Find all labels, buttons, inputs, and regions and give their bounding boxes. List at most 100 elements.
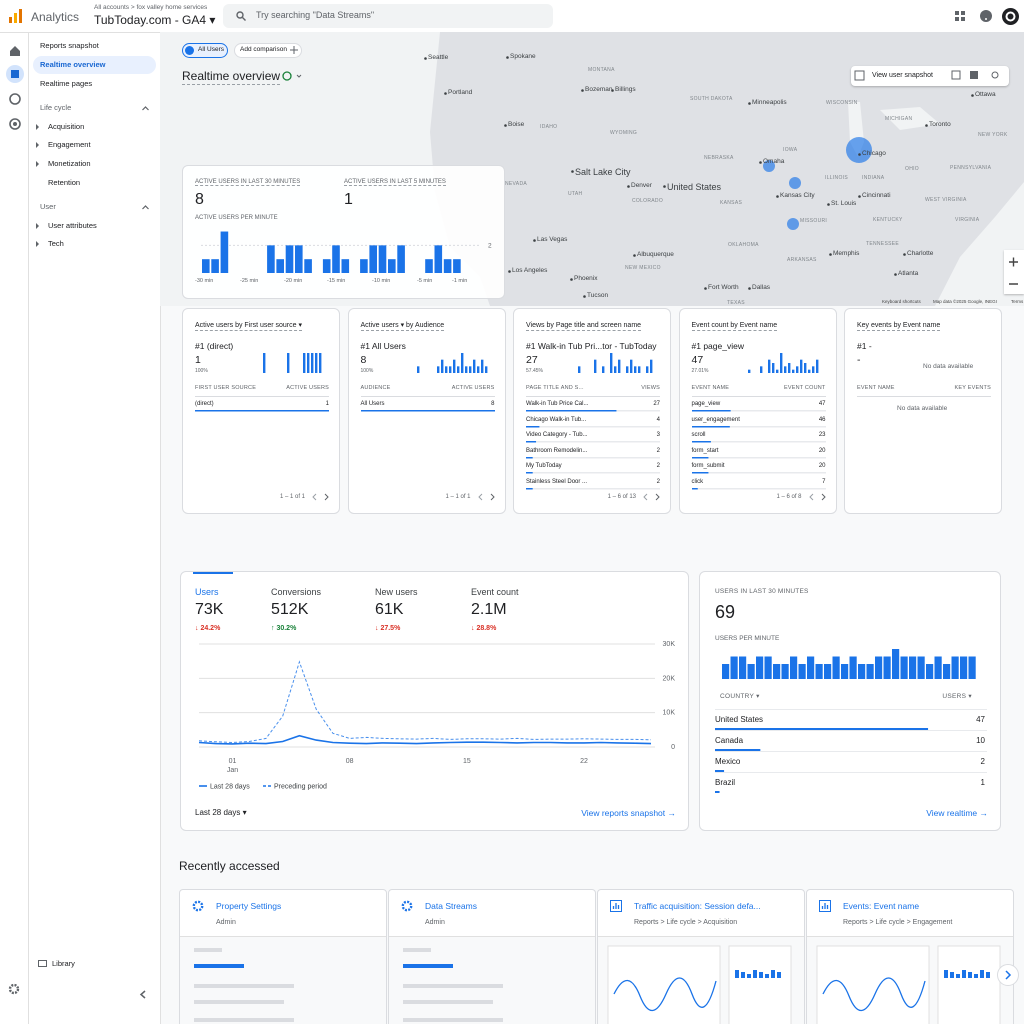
bar: [425, 259, 433, 273]
tab-name[interactable]: Conversions: [271, 587, 322, 597]
row-label: Bathroom Remodelin...: [526, 447, 588, 454]
recent-title[interactable]: Property Settings: [216, 901, 282, 911]
city-dot: [894, 273, 897, 276]
thumb: [728, 945, 792, 1024]
nav-active-highlight: [33, 56, 156, 74]
collapse-icon[interactable]: [139, 990, 147, 999]
column-header[interactable]: USERS ▾: [942, 693, 972, 700]
date-range[interactable]: Last 28 days ▾: [195, 808, 247, 817]
card-title[interactable]: Event count by Event name: [691, 322, 778, 331]
dot: [748, 287, 751, 290]
search-box[interactable]: [223, 4, 553, 28]
row-bar-fill: [715, 749, 761, 751]
card-title[interactable]: Key events by Event name: [857, 322, 941, 331]
bar: [900, 656, 908, 679]
city-dot: [570, 278, 573, 281]
row-bar: [526, 456, 660, 458]
row-label: (direct): [195, 401, 214, 407]
recent-title[interactable]: Events: Event name: [843, 901, 920, 911]
card-title[interactable]: Active users ▾ by Audience: [360, 322, 445, 331]
nav-section[interactable]: Life cycle: [40, 103, 72, 112]
nav-item[interactable]: Realtime overview: [40, 60, 106, 69]
bar: [892, 649, 900, 679]
x-tick-label: 08: [346, 758, 354, 765]
card-title[interactable]: Views by Page title and screen name: [526, 322, 642, 331]
row-label: All Users: [360, 401, 385, 407]
dot: [858, 195, 861, 198]
column-header: EVENT COUNT: [783, 385, 826, 391]
apps-icon[interactable]: [955, 11, 966, 22]
row-bar: [715, 770, 725, 772]
row-bar: [526, 410, 660, 412]
settings-icon[interactable]: [8, 983, 20, 995]
nav-library[interactable]: Library: [52, 959, 75, 968]
nav-item[interactable]: Reports snapshot: [40, 41, 99, 50]
sparkline: [578, 353, 653, 373]
map-controls: [854, 70, 999, 81]
rail-icons[interactable]: [6, 42, 24, 134]
map-region-label: PENNSYLVANIA: [950, 165, 992, 171]
card-title[interactable]: Active users by First user source ▾: [195, 322, 302, 331]
row-value: 2: [656, 447, 660, 454]
bar: [276, 259, 284, 273]
card-value: 69: [715, 602, 736, 622]
tab-name[interactable]: New users: [375, 587, 418, 597]
thumb-line: [613, 977, 717, 1012]
tab-name[interactable]: Users: [195, 587, 219, 597]
nav-section[interactable]: User: [40, 202, 56, 211]
bar: [388, 259, 396, 273]
help-icon[interactable]: [980, 10, 992, 22]
property-selector[interactable]: TubToday.com - GA4 ▾: [94, 13, 216, 27]
account-avatar[interactable]: [1002, 8, 1019, 25]
recent-title[interactable]: Data Streams: [425, 901, 477, 911]
nav-item[interactable]: Realtime pages: [40, 79, 93, 88]
view-user-snapshot[interactable]: View user snapshot: [872, 72, 933, 79]
bars: [612, 903, 620, 909]
nav-item[interactable]: User attributes: [48, 221, 97, 230]
nav-collapse-chevron: [142, 205, 149, 210]
nav-item[interactable]: Retention: [48, 178, 81, 187]
next-button[interactable]: [997, 964, 1019, 986]
row-bar-fill: [195, 410, 329, 412]
nav-item[interactable]: Monetization: [48, 159, 91, 168]
bar: [341, 259, 350, 273]
recent-title[interactable]: Traffic acquisition: Session defa...: [634, 901, 761, 911]
nav-item[interactable]: Acquisition: [48, 122, 85, 131]
column-header[interactable]: COUNTRY ▾: [720, 693, 760, 700]
view-reports-link[interactable]: View reports snapshot →: [581, 808, 676, 818]
metric-label: ACTIVE USERS IN LAST 30 MINUTES: [195, 179, 301, 186]
spark-bar: [771, 363, 774, 373]
page-title[interactable]: Realtime overview: [182, 69, 281, 85]
row-bar-fill: [691, 456, 708, 458]
map-region-label: IDAHO: [540, 124, 558, 130]
map-city-label: Boise: [508, 121, 525, 128]
view-realtime-link[interactable]: View realtime →: [926, 808, 988, 818]
y-tick-label: 20K: [663, 675, 676, 682]
row-value: 2: [656, 463, 660, 469]
bar: [220, 231, 229, 273]
bar: [295, 245, 303, 273]
tab-name[interactable]: Event count: [471, 587, 519, 597]
preview: [403, 948, 503, 1022]
breadcrumb[interactable]: All accounts > fox valley home services: [94, 4, 208, 11]
plus-icon: [290, 46, 298, 54]
row-bar-track: [526, 456, 660, 458]
chip-label[interactable]: All Users: [198, 46, 225, 53]
nav-item[interactable]: Tech: [48, 239, 64, 248]
map-city-label: Toronto: [929, 121, 951, 128]
map-bubble: [763, 160, 775, 172]
spark-bar: [594, 359, 597, 373]
row-bar: [691, 441, 826, 443]
bars: [821, 903, 829, 909]
city-dot: [903, 253, 906, 256]
row-label: page_view: [691, 401, 721, 407]
row-bar: [691, 472, 826, 474]
x-tick-label: -25 min: [240, 278, 258, 284]
next: [821, 493, 826, 501]
nav-item[interactable]: Engagement: [48, 140, 91, 149]
thumb-bar: [974, 974, 978, 978]
city-dot: [424, 57, 427, 60]
spark-bar: [650, 359, 653, 373]
chip-label[interactable]: Add comparison: [240, 46, 287, 53]
row-value: 2: [656, 478, 660, 485]
